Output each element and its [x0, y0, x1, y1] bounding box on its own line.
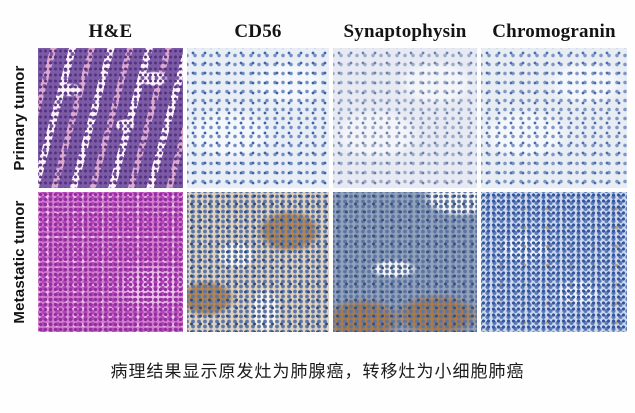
micrograph-metastatic-cd56 [187, 192, 329, 332]
micrograph-metastatic-synaptophysin [333, 192, 477, 332]
micrograph-metastatic-he [38, 192, 183, 332]
figure-caption: 病理结果显示原发灶为肺腺癌，转移灶为小细胞肺癌 [110, 362, 525, 381]
micrograph-primary-chromogranin [481, 48, 627, 188]
micrograph-metastatic-chromogranin [481, 192, 627, 332]
column-header-chromogranin: Chromogranin [492, 21, 616, 42]
row-label-metastatic-tumor: Metastatic tumor [11, 200, 28, 324]
column-header-he: H&E [88, 21, 133, 42]
column-header-synaptophysin: Synaptophysin [343, 21, 467, 42]
micrograph-primary-synaptophysin [333, 48, 477, 188]
micrograph-primary-he [38, 48, 183, 188]
micrograph-primary-cd56 [187, 48, 329, 188]
row-label-primary-tumor: Primary tumor [11, 65, 28, 171]
column-header-cd56: CD56 [234, 21, 282, 42]
